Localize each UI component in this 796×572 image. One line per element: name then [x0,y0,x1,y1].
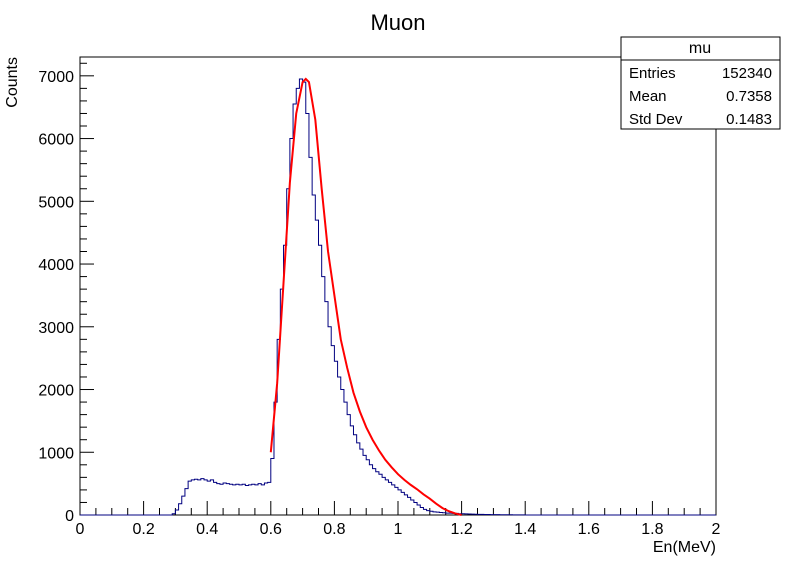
histogram-bin [376,472,379,515]
stats-value-mean: 0.7358 [726,88,772,105]
y-tick-label: 4000 [38,257,74,274]
histogram-bin [194,479,197,515]
histogram-bin [293,104,296,515]
histogram-bin [245,486,248,515]
histogram-bin [338,377,341,515]
histogram-bin [198,480,201,515]
histogram-bin [347,415,350,515]
histogram-bin [388,482,391,515]
histogram-bin [353,435,356,515]
histogram-bin [334,361,337,515]
histogram-bin [214,482,217,515]
histogram-bin [373,469,376,515]
y-tick-label: 5000 [38,194,74,211]
histogram-bin [385,480,388,515]
histogram-bin [261,485,264,515]
histogram-bin [229,484,232,515]
histogram-bin [201,479,204,515]
x-tick-label: 0.2 [132,521,154,538]
x-tick-label: 1.4 [514,521,536,538]
x-tick-label: 0.8 [323,521,345,538]
x-tick-label: 0.6 [260,521,282,538]
histogram-bin [404,495,407,515]
histogram-bin [217,484,220,515]
chart-title: Muon [370,10,425,35]
stats-box-frame [620,36,781,130]
histogram-bin [315,220,318,515]
histogram-bin [233,485,236,515]
histogram-bin [328,327,331,515]
stats-box-title: mu [689,40,711,57]
histogram-bin [360,449,363,515]
histogram-bin [344,402,347,515]
x-tick-label: 2 [712,521,721,538]
x-tick-label: 1.8 [641,521,663,538]
histogram-bin [341,390,344,515]
x-tick-label: 1 [394,521,403,538]
histogram-bin [401,492,404,515]
histogram-bin [369,465,372,515]
stats-value-entries: 152340 [722,65,772,82]
x-tick-label: 1.6 [578,521,600,538]
x-tick-label: 1.2 [450,521,472,538]
y-axis-label: Counts [4,57,21,108]
histogram-bin [392,485,395,515]
y-axis: 0 1000 2000 3000 4000 5000 6000 7000 [38,62,94,525]
histogram-bins [172,79,525,515]
histogram-bin [306,113,309,515]
histogram-bin [312,195,315,515]
histogram-bin [319,245,322,515]
histogram-bin [264,483,267,515]
histogram-bin [325,302,328,515]
histogram-bin [226,484,229,515]
histogram-bin [299,79,302,515]
histogram-bin [363,455,366,515]
histogram-bin [210,480,213,515]
x-axis-label: En(MeV) [653,539,716,556]
x-axis: 0 0.2 0.4 0.6 0.8 1 1.2 1.4 1.6 1.8 2 [76,501,721,538]
stats-box: mu Entries 152340 Mean 0.7358 Std Dev 0.… [620,36,781,130]
x-tick-label: 0 [76,521,85,538]
stats-label-stddev: Std Dev [629,111,683,128]
stats-value-stddev: 0.1483 [726,111,772,128]
histogram-bin [242,484,245,515]
y-tick-label: 1000 [38,445,74,462]
histogram-bin [249,485,252,515]
y-tick-label: 3000 [38,320,74,337]
histogram-bin [290,139,293,515]
histogram-bin [303,82,306,515]
histogram-bin [258,484,261,515]
histogram-bin [357,443,360,515]
fit-curve [269,77,462,516]
histogram-bin [296,88,299,515]
histogram-bin [331,346,334,515]
histogram-bin [350,426,353,515]
histogram-outline [80,78,716,516]
histogram-bin [309,157,312,515]
stats-label-entries: Entries [629,65,676,82]
histogram-bin [366,460,369,515]
y-tick-label: 2000 [38,383,74,400]
y-tick-label: 6000 [38,132,74,149]
histogram-bin [322,277,325,515]
x-tick-label: 0.4 [196,521,218,538]
stats-label-mean: Mean [629,88,667,105]
y-tick-label: 0 [65,508,74,525]
y-tick-label: 7000 [38,69,74,86]
